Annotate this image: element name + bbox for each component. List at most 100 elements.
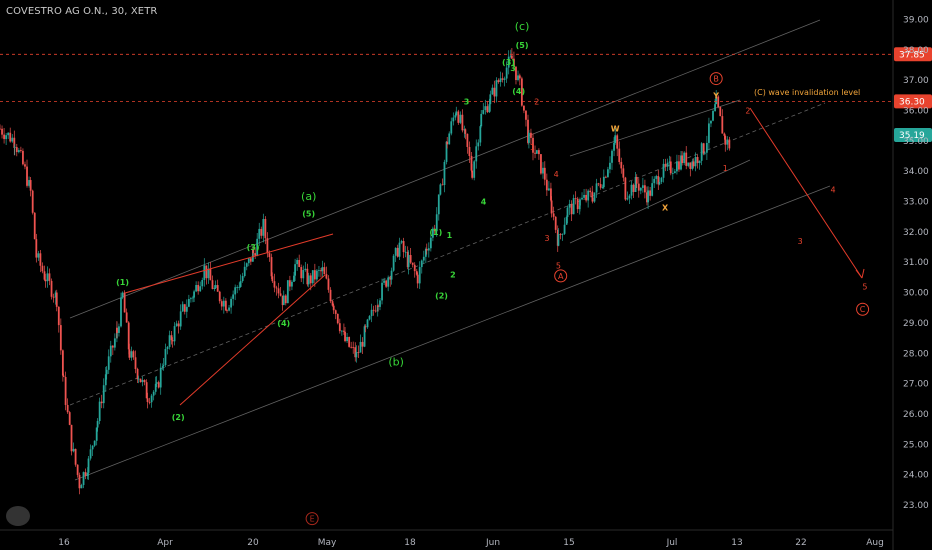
y-tick-label: 33.00 xyxy=(903,198,929,208)
candle-body xyxy=(666,162,669,167)
candle-body xyxy=(348,336,351,347)
candle-body xyxy=(450,121,453,134)
candle-body xyxy=(694,157,697,167)
candle-body xyxy=(530,132,532,138)
candle-body xyxy=(143,380,146,383)
candle-body xyxy=(15,147,18,153)
candle-body xyxy=(234,287,237,295)
triangle-lower-line xyxy=(179,274,326,406)
y-tick-label: 31.00 xyxy=(903,258,929,268)
wave-label: (a) xyxy=(301,190,316,203)
candle-body xyxy=(107,356,110,370)
candle-body xyxy=(177,323,180,327)
candle-body xyxy=(258,228,261,239)
candle-body xyxy=(291,281,293,287)
candle-body xyxy=(563,224,566,234)
candle-body xyxy=(170,335,173,341)
candle-body xyxy=(473,161,476,178)
candle-body xyxy=(566,207,569,218)
candle-body xyxy=(614,135,617,143)
candle-body xyxy=(700,143,703,161)
wave-label: (3) xyxy=(502,58,515,67)
candle-body xyxy=(22,150,24,165)
candle-body xyxy=(609,162,611,170)
candle-body xyxy=(387,277,390,287)
candle-body xyxy=(685,152,688,166)
candle-body xyxy=(141,380,144,383)
candle-body xyxy=(159,367,162,388)
candle-body xyxy=(489,94,492,105)
candle-body xyxy=(146,398,149,402)
candle-body xyxy=(46,273,49,282)
candle-body xyxy=(439,184,442,195)
candle-body xyxy=(721,116,724,134)
candle-body xyxy=(57,306,60,326)
candle-body xyxy=(270,257,273,277)
candle-body xyxy=(346,336,348,342)
candle-body xyxy=(7,132,10,136)
candle-body xyxy=(463,129,466,131)
candle-body xyxy=(455,111,458,116)
candle-body xyxy=(61,350,64,376)
candle-body xyxy=(315,270,318,280)
wave-label: (5) xyxy=(302,210,315,219)
candle-body xyxy=(0,128,1,130)
candle-body xyxy=(332,305,335,311)
price-axis[interactable]: 23.00 24.00 25.00 26.00 27.00 28.00 29.00 30.00… xyxy=(892,0,929,550)
candle-body xyxy=(166,346,169,350)
candle-body xyxy=(89,449,92,459)
candle-body xyxy=(595,183,598,193)
candle-body xyxy=(669,161,672,174)
candle-body xyxy=(275,287,278,289)
candle-body xyxy=(113,338,116,348)
candle-body xyxy=(311,270,314,284)
candle-body xyxy=(354,347,357,358)
candle-body xyxy=(717,96,720,107)
candle-body xyxy=(568,203,571,208)
wave-label: (2) xyxy=(172,413,185,422)
candle-body xyxy=(344,331,346,342)
level-price-label: 37.85 xyxy=(899,50,925,60)
candle-body xyxy=(298,260,301,268)
circled-wave-label: C xyxy=(860,305,866,314)
candle-body xyxy=(105,369,108,375)
wave-label: 1 xyxy=(530,143,535,152)
level-price-label: 36.30 xyxy=(899,97,925,107)
triangle-upper-line xyxy=(124,233,334,294)
candle-body xyxy=(236,287,239,288)
candle-body xyxy=(370,309,373,317)
candle-body xyxy=(471,170,474,178)
candle-body xyxy=(44,279,47,282)
x-tick-label: 15 xyxy=(563,538,574,548)
candle-body xyxy=(35,239,38,258)
time-axis[interactable]: 16 Apr 20 May 18 Jun 15 Jul 13 22 Aug xyxy=(0,529,893,548)
wave-label: 2 xyxy=(534,97,539,106)
candle-body xyxy=(84,472,87,476)
level-price-badge xyxy=(894,94,932,109)
candle-body xyxy=(28,180,30,186)
candle-body xyxy=(123,292,126,313)
candle-body xyxy=(96,421,99,428)
candle-body xyxy=(284,295,287,304)
candle-body xyxy=(128,349,131,358)
candle-body xyxy=(429,237,432,249)
candle-body xyxy=(249,258,252,262)
wave-label: W xyxy=(611,125,620,134)
candle-body xyxy=(9,132,12,142)
candle-body xyxy=(637,183,640,191)
candle-body xyxy=(687,162,690,166)
candle-body xyxy=(618,148,621,162)
candle-body xyxy=(130,351,133,358)
candle-body xyxy=(457,111,460,123)
candle-body xyxy=(118,326,120,333)
candle-body xyxy=(343,330,345,332)
candle-body xyxy=(120,297,122,327)
candle-body xyxy=(266,238,269,254)
candle-body xyxy=(171,340,174,342)
candles-layer xyxy=(0,48,731,495)
candle-body xyxy=(168,335,171,347)
candle-body xyxy=(66,404,69,413)
candle-body xyxy=(589,190,592,193)
wave-label: 3 xyxy=(545,234,550,243)
